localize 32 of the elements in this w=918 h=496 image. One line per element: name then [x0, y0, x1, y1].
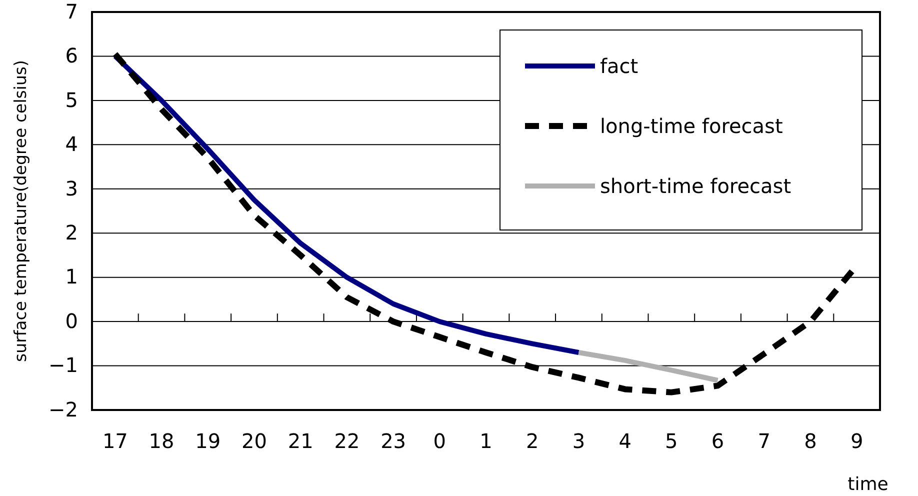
x-tick-label: 23 — [380, 429, 406, 454]
x-tick-label: 6 — [711, 429, 724, 454]
x-tick-label: 18 — [148, 429, 174, 454]
y-tick-label: 2 — [65, 220, 78, 245]
y-tick-label: −1 — [48, 353, 78, 378]
legend-label: short-time forecast — [600, 174, 792, 198]
y-tick-label: 1 — [65, 264, 78, 289]
y-tick-label: 6 — [65, 44, 78, 68]
y-tick-label: 4 — [65, 132, 78, 156]
y-axis-title: surface temperature(degree celsius) — [11, 60, 30, 362]
x-tick-label: 0 — [433, 429, 446, 454]
x-axis-title: time — [848, 474, 888, 495]
x-tick-label: 1 — [480, 429, 492, 454]
x-tick-label: 7 — [758, 429, 770, 454]
x-tick-label: 8 — [804, 429, 817, 454]
x-tick-label: 2 — [526, 429, 539, 454]
y-tick-label: −2 — [48, 397, 78, 422]
x-tick-label: 21 — [288, 429, 314, 454]
y-tick-label: 5 — [65, 88, 78, 112]
x-tick-label: 3 — [572, 429, 586, 454]
legend-label: fact — [600, 54, 638, 78]
x-tick-label: 19 — [195, 429, 221, 454]
y-tick-label: 7 — [65, 0, 78, 24]
x-tick-label: 4 — [618, 429, 632, 454]
y-tick-label: 3 — [65, 176, 78, 200]
y-tick-label: 0 — [65, 308, 78, 333]
x-tick-label: 20 — [242, 429, 267, 454]
x-tick-label: 9 — [850, 429, 864, 454]
x-tick-label: 5 — [665, 429, 678, 454]
legend-label: long-time forecast — [600, 114, 783, 138]
x-tick-label: 17 — [102, 429, 128, 454]
x-tick-label: 22 — [334, 429, 360, 454]
